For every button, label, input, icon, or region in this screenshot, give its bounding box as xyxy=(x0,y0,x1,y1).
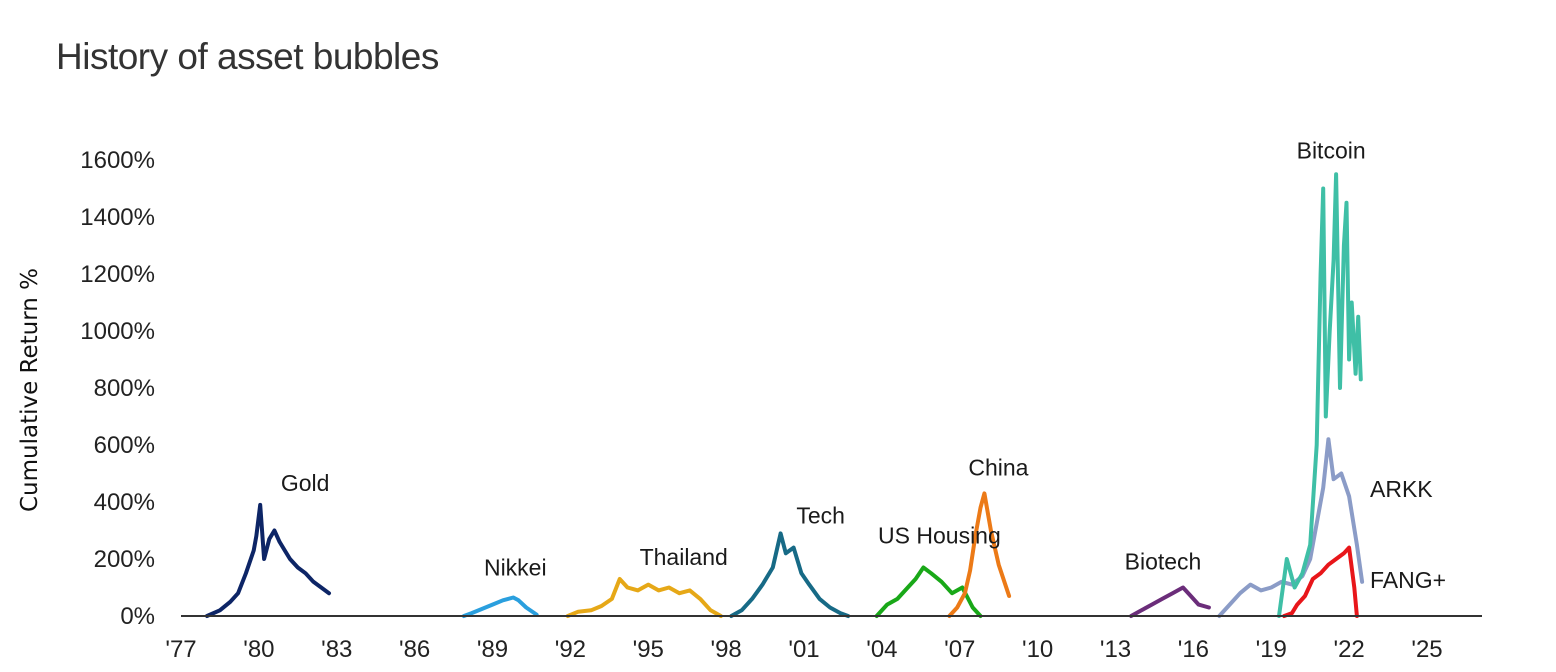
x-tick-label: '19 xyxy=(1256,636,1287,663)
series-label-bitcoin: Bitcoin xyxy=(1297,137,1366,163)
x-tick-label: '89 xyxy=(477,636,508,663)
y-tick-label: 600% xyxy=(94,432,155,459)
series-line-gold xyxy=(205,502,331,618)
series-label-gold: Gold xyxy=(281,470,330,496)
series-label-china: China xyxy=(968,454,1028,480)
series-label-nikkei: Nikkei xyxy=(484,554,547,580)
series-line-fang xyxy=(1282,545,1359,618)
x-tick-label: '77 xyxy=(165,636,196,663)
series-line-thailand xyxy=(565,577,723,618)
series-line-tech xyxy=(729,531,851,618)
y-tick-label: 1200% xyxy=(80,261,155,288)
x-tick-label: '07 xyxy=(944,636,975,663)
y-tick-label: 0% xyxy=(120,603,155,630)
x-tick-label: '80 xyxy=(243,636,274,663)
y-tick-label: 400% xyxy=(94,489,155,516)
series-line-nikkei xyxy=(461,595,539,618)
x-tick-label: '86 xyxy=(399,636,430,663)
y-tick-label: 1000% xyxy=(80,318,155,345)
series-line-china xyxy=(947,491,1012,618)
x-tick-label: '13 xyxy=(1100,636,1131,663)
y-tick-label: 200% xyxy=(94,546,155,573)
x-tick-label: '22 xyxy=(1333,636,1364,663)
series-label-arkk: ARKK xyxy=(1370,476,1433,502)
chart-title: History of asset bubbles xyxy=(56,36,439,77)
series-label-us-housing: US Housing xyxy=(878,523,1001,549)
series-label-biotech: Biotech xyxy=(1125,549,1202,575)
x-tick-label: '16 xyxy=(1178,636,1209,663)
x-tick-label: '04 xyxy=(866,636,897,663)
x-tick-label: '83 xyxy=(321,636,352,663)
series-label-thailand: Thailand xyxy=(640,544,728,570)
series-line-arkk xyxy=(1217,437,1365,618)
x-tick-label: '01 xyxy=(788,636,819,663)
x-tick-label: '95 xyxy=(633,636,664,663)
series-line-biotech xyxy=(1129,585,1211,618)
x-tick-label: '98 xyxy=(710,636,741,663)
x-tick-label: '10 xyxy=(1022,636,1053,663)
x-tick-label: '92 xyxy=(555,636,586,663)
y-tick-label: 1600% xyxy=(80,147,155,174)
x-tick-label: '25 xyxy=(1411,636,1442,663)
y-tick-label: 1400% xyxy=(80,204,155,231)
series-label-fang: FANG+ xyxy=(1370,567,1446,593)
y-tick-label: 800% xyxy=(94,375,155,402)
series-line-bitcoin xyxy=(1277,172,1363,618)
series-label-tech: Tech xyxy=(796,502,845,528)
